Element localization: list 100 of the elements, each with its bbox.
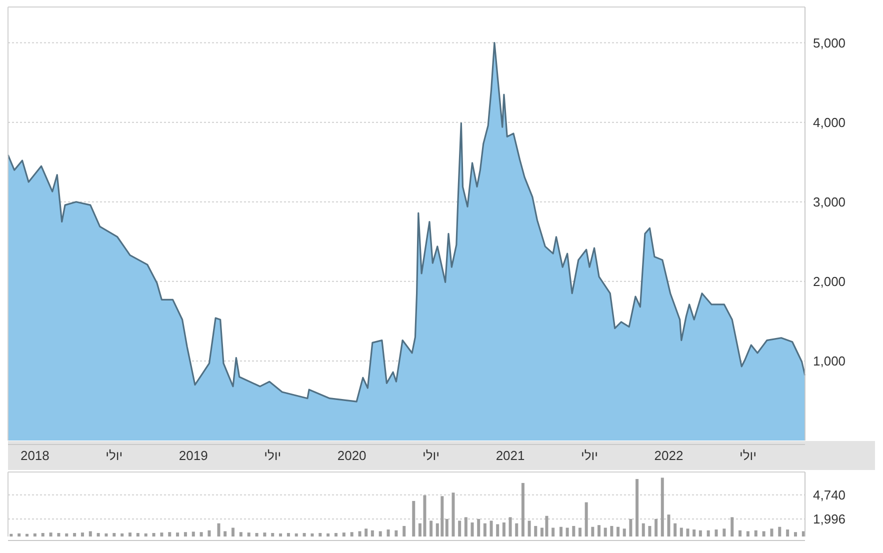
x-tick-label: יולי xyxy=(106,448,123,464)
bar xyxy=(104,533,108,536)
bar xyxy=(654,518,658,536)
x-tick-label: 2021 xyxy=(496,448,525,464)
bar xyxy=(458,520,462,536)
bar xyxy=(552,528,555,536)
x-tick-label: 2019 xyxy=(178,448,208,464)
bar xyxy=(386,529,390,536)
y-tick-label: 3,000 xyxy=(813,194,846,210)
y-tick-label: 5,000 xyxy=(813,35,846,50)
bar xyxy=(33,533,36,536)
bar xyxy=(674,523,677,536)
bar xyxy=(286,532,290,536)
bar xyxy=(730,517,734,536)
bar xyxy=(762,531,766,536)
x-tick-label: יולי xyxy=(264,448,282,464)
bar xyxy=(334,532,338,536)
bar xyxy=(73,532,76,536)
bar xyxy=(706,530,710,536)
bar xyxy=(402,526,406,536)
y-tick-label: 4,740 xyxy=(813,487,846,502)
bar xyxy=(604,528,607,536)
bar xyxy=(490,520,493,536)
bar xyxy=(318,532,322,536)
bar xyxy=(65,533,68,536)
bar xyxy=(208,530,211,536)
bar xyxy=(394,530,398,536)
bar xyxy=(41,532,44,536)
bar xyxy=(508,517,512,536)
bar xyxy=(642,523,645,536)
bar xyxy=(239,532,242,536)
bar xyxy=(358,531,362,536)
bar xyxy=(680,528,683,536)
y-tick-label: 1,996 xyxy=(813,512,846,527)
bar xyxy=(247,532,250,536)
bar xyxy=(294,533,298,536)
bar xyxy=(452,492,455,536)
bar xyxy=(364,528,368,536)
bar xyxy=(578,528,582,536)
bar xyxy=(470,522,474,536)
y-tick-label: 1,000 xyxy=(813,354,846,369)
bar xyxy=(192,532,195,536)
bar xyxy=(528,520,531,536)
bar xyxy=(26,534,29,536)
x-tick-label: יולי xyxy=(739,448,756,464)
bar xyxy=(302,532,306,536)
bar xyxy=(483,523,486,536)
bar xyxy=(120,533,124,536)
bar xyxy=(57,532,60,536)
bar xyxy=(152,532,156,536)
x-tick-label: 2018 xyxy=(20,448,50,464)
bar xyxy=(636,479,639,536)
bar xyxy=(686,528,690,536)
x-tick-label: 2022 xyxy=(654,448,684,464)
bar xyxy=(534,526,538,536)
bar xyxy=(430,520,433,536)
bar xyxy=(10,534,13,536)
y-tick-label: 4,000 xyxy=(813,114,846,130)
bar xyxy=(610,526,614,536)
bar xyxy=(572,526,576,536)
bar xyxy=(515,523,518,536)
x-tick-label: 2020 xyxy=(337,448,366,464)
bar xyxy=(566,528,569,536)
bar xyxy=(629,518,632,536)
bar xyxy=(698,530,702,536)
bar xyxy=(502,522,506,536)
bar xyxy=(746,531,750,536)
bar xyxy=(88,531,92,536)
bar xyxy=(667,514,670,536)
bar xyxy=(217,523,220,536)
bar xyxy=(128,532,132,536)
bar xyxy=(598,525,601,536)
bar xyxy=(692,529,696,536)
bar xyxy=(184,532,187,536)
bar xyxy=(622,528,626,536)
bar xyxy=(445,518,448,536)
bar xyxy=(326,533,330,536)
bar xyxy=(168,532,172,536)
y-tick-label: 2,000 xyxy=(813,274,846,289)
bar xyxy=(584,502,588,536)
x-tick-label: יולי xyxy=(422,448,440,464)
bar xyxy=(648,526,652,536)
bar xyxy=(378,531,382,536)
bar xyxy=(144,533,148,536)
bar xyxy=(496,524,500,536)
bar xyxy=(770,528,774,536)
bar xyxy=(477,518,480,536)
bar xyxy=(96,532,100,536)
bar xyxy=(616,526,620,536)
bar xyxy=(160,532,164,536)
bar xyxy=(136,532,140,536)
bar xyxy=(176,532,180,536)
x-tick-label: יולי xyxy=(580,448,598,464)
bar xyxy=(200,532,203,536)
bar xyxy=(722,528,726,536)
bar xyxy=(412,500,416,536)
bar xyxy=(370,530,374,536)
bar xyxy=(350,532,354,536)
bar xyxy=(232,528,234,536)
bar xyxy=(464,517,468,536)
